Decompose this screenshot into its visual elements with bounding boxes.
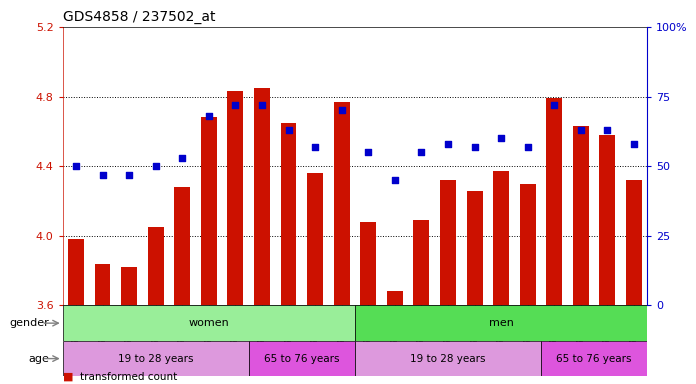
Bar [361,222,377,305]
Point [150,163,161,169]
Point [443,141,454,147]
Bar [68,239,84,305]
Bar [626,180,642,305]
FancyBboxPatch shape [63,305,355,341]
Bar [121,267,137,305]
FancyBboxPatch shape [355,341,541,376]
Point [548,102,560,108]
Bar [440,180,456,305]
Text: ■: ■ [63,372,73,382]
Text: GDS4858 / 237502_at: GDS4858 / 237502_at [63,10,215,25]
Bar [573,126,589,305]
Bar [95,264,111,305]
FancyBboxPatch shape [248,341,355,376]
Bar [413,220,429,305]
Point [602,127,613,133]
Bar [254,88,270,305]
FancyBboxPatch shape [541,341,647,376]
Bar [546,98,562,305]
Point [123,171,134,177]
Bar [520,184,536,305]
Point [310,144,321,150]
Text: 19 to 28 years: 19 to 28 years [410,354,486,364]
Point [363,149,374,155]
Text: men: men [489,318,514,328]
Point [469,144,480,150]
Point [97,171,108,177]
Bar [280,122,296,305]
Bar [493,171,509,305]
Point [203,113,214,119]
Text: transformed count: transformed count [80,372,177,382]
Point [389,177,400,183]
Text: women: women [189,318,229,328]
Bar [466,190,482,305]
Bar [387,291,403,305]
Bar [148,227,164,305]
Point [336,108,347,114]
Bar [333,102,349,305]
Text: 19 to 28 years: 19 to 28 years [118,354,193,364]
Point [70,163,81,169]
Point [256,102,267,108]
Point [496,135,507,141]
Text: age: age [29,354,49,364]
Point [177,155,188,161]
Point [576,127,587,133]
Bar [201,118,216,305]
Point [283,127,294,133]
FancyBboxPatch shape [355,305,647,341]
Bar [174,187,190,305]
Text: 65 to 76 years: 65 to 76 years [264,354,340,364]
Point [628,141,640,147]
Bar [307,173,323,305]
Bar [599,135,615,305]
Point [416,149,427,155]
Text: gender: gender [10,318,49,328]
Point [230,102,241,108]
Bar [228,91,244,305]
FancyBboxPatch shape [63,341,248,376]
Point [522,144,533,150]
Text: 65 to 76 years: 65 to 76 years [556,354,632,364]
